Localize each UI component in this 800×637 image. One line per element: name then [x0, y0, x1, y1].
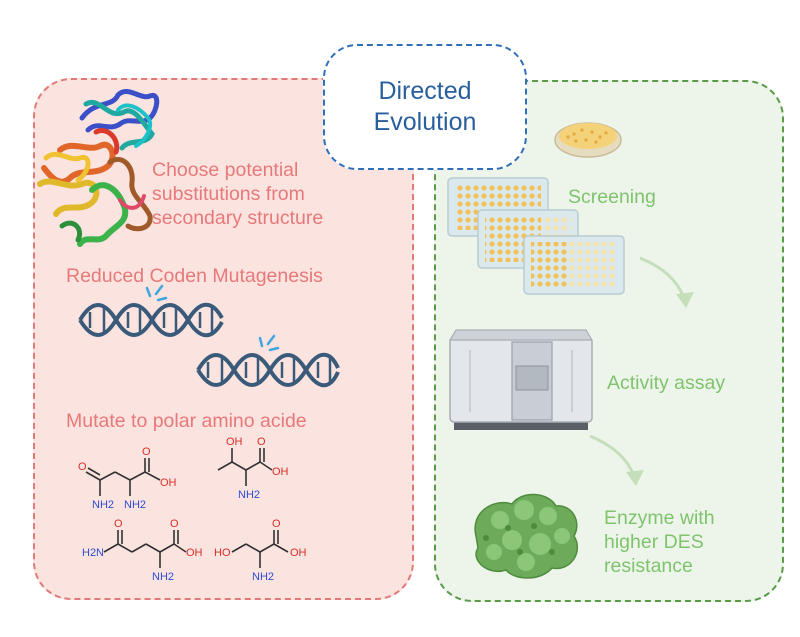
arrow-icon	[626, 470, 644, 486]
arrow-icon	[639, 256, 686, 299]
dna-icon	[196, 352, 340, 388]
atom-label: OH	[290, 547, 307, 559]
atom-label: HO	[214, 547, 231, 559]
molecule-threonine	[217, 448, 273, 486]
title-box: Directed Evolution	[323, 44, 527, 170]
atom-label: OH	[160, 477, 177, 489]
mutation-spark-icon	[258, 334, 280, 352]
enzyme-line: resistance	[604, 555, 693, 577]
atom-label: O	[170, 518, 179, 530]
atom-label: NH2	[238, 489, 260, 501]
petri-dish-icon	[554, 122, 622, 158]
screening-label: Screening	[568, 186, 656, 208]
step1-line: Choose potential	[152, 159, 299, 181]
atom-label: OH	[272, 466, 289, 478]
step1-line: secondary structure	[152, 207, 324, 229]
molecule-serine	[231, 530, 289, 568]
atom-label: NH2	[252, 571, 274, 583]
activity-label: Activity assay	[607, 372, 726, 394]
atom-label: O	[142, 446, 151, 458]
step3-text: Mutate to polar amino acide	[66, 410, 307, 432]
enzyme-blob-icon	[474, 493, 579, 579]
molecule-glutamine	[103, 530, 187, 568]
title-line-2: Evolution	[373, 108, 477, 136]
dna-icon	[78, 302, 224, 338]
step1-line: substitutions from	[152, 183, 305, 205]
atom-label: O	[257, 436, 266, 448]
enzyme-line: Enzyme with	[604, 507, 715, 529]
atom-label: NH2	[92, 499, 114, 511]
atom-label: NH2	[152, 571, 174, 583]
protein-structure-icon	[37, 89, 160, 247]
enzyme-line: higher DES	[604, 531, 704, 553]
mutation-spark-icon	[145, 284, 168, 302]
step1-text: Choose potential substitutions from seco…	[152, 158, 323, 230]
atom-label: H2N	[82, 547, 104, 559]
well-plate-icon	[523, 235, 625, 295]
atom-label: OH	[186, 547, 203, 559]
arrow-icon	[676, 292, 694, 308]
plate-reader-icon	[448, 329, 594, 430]
atom-label: OH	[226, 436, 243, 448]
molecule-asparagine	[85, 458, 161, 496]
step2-text: Reduced Coden Mutagenesis	[66, 265, 323, 287]
atom-label: O	[78, 461, 87, 473]
enzyme-label: Enzyme with higher DES resistance	[604, 506, 715, 578]
atom-label: NH2	[124, 499, 146, 511]
title-line-1: Directed	[378, 77, 472, 105]
arrow-icon	[589, 434, 636, 477]
atom-label: O	[114, 518, 123, 530]
atom-label: O	[272, 518, 281, 530]
